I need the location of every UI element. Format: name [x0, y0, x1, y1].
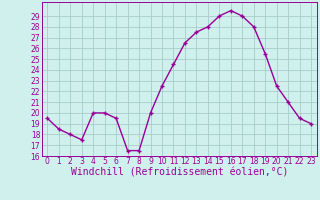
X-axis label: Windchill (Refroidissement éolien,°C): Windchill (Refroidissement éolien,°C) — [70, 168, 288, 178]
